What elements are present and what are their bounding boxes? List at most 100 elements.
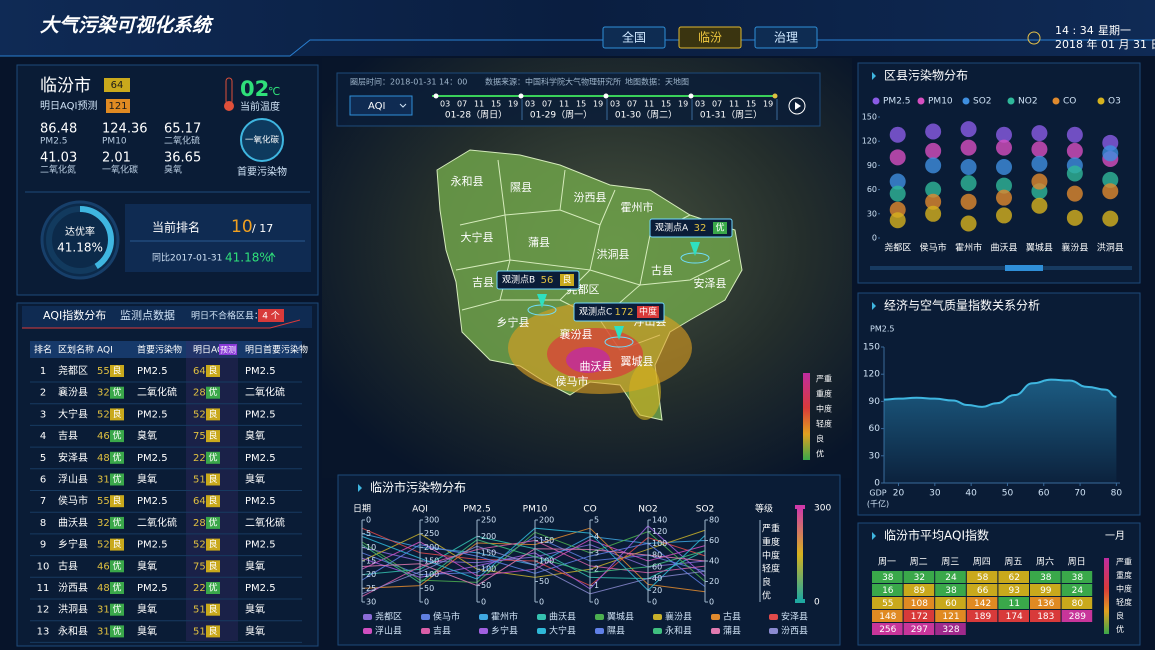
level-label: 严重	[816, 374, 832, 384]
axis-name: CO	[583, 505, 596, 515]
tick-label: 1	[594, 581, 599, 590]
heat-cell	[966, 584, 998, 596]
y-tick-label: 90	[869, 397, 881, 407]
station-grade: 优	[715, 222, 724, 234]
cell-label: 256	[879, 625, 896, 635]
visual-handle[interactable]	[795, 599, 805, 603]
grade-label: 优	[762, 590, 771, 602]
cell: 臭氧	[245, 624, 265, 637]
cell-label: 32	[914, 573, 925, 583]
visual-label: 0	[814, 598, 820, 608]
tick-label: 0	[652, 598, 657, 607]
visual-handle[interactable]	[795, 505, 805, 509]
cell: 52	[97, 540, 110, 551]
y-tick-label: 60	[869, 424, 881, 434]
scrollbar-thumb[interactable]	[1005, 265, 1043, 271]
cell: 优	[112, 603, 121, 615]
cell: 3	[40, 409, 46, 420]
badge	[110, 473, 124, 486]
rank-box	[125, 204, 311, 272]
station-pin	[690, 242, 700, 256]
play-button[interactable]	[788, 97, 806, 115]
badge	[206, 495, 220, 508]
cell: 51	[193, 475, 206, 486]
nav-button[interactable]	[602, 26, 666, 49]
y-tick-label: 150	[862, 113, 877, 122]
cell: 51	[193, 626, 206, 637]
legend-swatch	[711, 614, 720, 620]
cell: PM2.5	[137, 540, 168, 551]
tick-label: 3	[594, 548, 599, 557]
visual-label: 300	[814, 504, 831, 514]
heat-cell	[935, 597, 966, 609]
station-value: 172	[614, 307, 633, 318]
nav-label[interactable]: 全国	[622, 30, 646, 45]
legend-label: PM2.5	[883, 97, 911, 107]
cell: 46	[97, 561, 110, 572]
tab[interactable]: 监测点数据	[120, 308, 175, 322]
y-tick-label: 90	[867, 161, 877, 170]
axis-name: NO2	[638, 505, 658, 515]
cell: 良	[208, 473, 217, 485]
district-label: 侯马市	[556, 374, 589, 388]
station-name: 观测点A	[655, 223, 689, 234]
cell: 良	[112, 495, 121, 507]
level-label: 严重	[1116, 557, 1132, 567]
hour-label: 15	[491, 100, 501, 109]
cell: 优	[208, 582, 217, 594]
map-source: 地图数据：天地图	[625, 77, 689, 87]
play-icon[interactable]	[795, 102, 801, 110]
x-tick-label: 曲沃县	[990, 243, 1017, 254]
cell-label: 38	[882, 573, 894, 583]
day-label: 01-31（周三）	[700, 110, 762, 121]
cell: 良	[208, 603, 217, 615]
thermometer	[224, 101, 234, 111]
cell: 22	[193, 453, 206, 464]
source: 数据来源：中国科学院大气物理研究所	[485, 77, 621, 87]
x-tick-label: 70	[1074, 489, 1086, 499]
title-marker	[872, 302, 876, 310]
badge	[206, 625, 220, 638]
bubble	[996, 159, 1012, 176]
badge	[110, 408, 124, 421]
legend-swatch	[479, 628, 488, 634]
nav-label[interactable]: 临汾	[698, 31, 722, 45]
cell: 臭氧	[137, 603, 157, 616]
tick-label: 150	[481, 548, 496, 557]
tab[interactable]: AQI指数分布	[43, 308, 106, 322]
tick-label: 50	[481, 581, 491, 590]
cell: 大宁县	[58, 407, 88, 420]
cell-label: 148	[879, 612, 896, 622]
y-axis-label: PM2.5	[870, 325, 894, 334]
axis-name: 等级	[755, 503, 773, 515]
period: 一月	[1105, 530, 1125, 542]
cell: PM2.5	[137, 496, 168, 507]
select[interactable]	[349, 95, 413, 116]
nav-button[interactable]	[754, 26, 818, 49]
heat-cell	[935, 623, 966, 635]
cell: PM2.5	[245, 453, 276, 464]
tick-label: 200	[481, 532, 496, 541]
y-tick-label: 120	[863, 370, 880, 380]
cell: 优	[112, 473, 121, 485]
cell: 优	[208, 451, 217, 463]
grade-label: 轻度	[762, 563, 780, 575]
nav-label[interactable]: 治理	[774, 31, 798, 45]
tick-label: 60	[709, 536, 719, 545]
district-label: 乡宁县	[497, 315, 530, 329]
heat-cell	[1030, 610, 1061, 622]
legend-label: PM10	[928, 97, 953, 107]
tick-label: 100	[424, 570, 439, 579]
cell-label: 121	[942, 612, 959, 622]
axis-name: PM10	[523, 505, 548, 515]
select-value[interactable]: AQI	[368, 101, 386, 112]
legend-swatch	[872, 97, 880, 105]
heat-cell	[998, 584, 1029, 596]
legend-label: CO	[1063, 97, 1076, 107]
tick-label: 10	[366, 543, 376, 552]
nav-button[interactable]	[678, 26, 742, 49]
legend-label: 古县	[723, 611, 741, 623]
heat-cell	[935, 584, 966, 596]
cell: 31	[97, 626, 110, 637]
hour-label: 19	[678, 100, 688, 109]
